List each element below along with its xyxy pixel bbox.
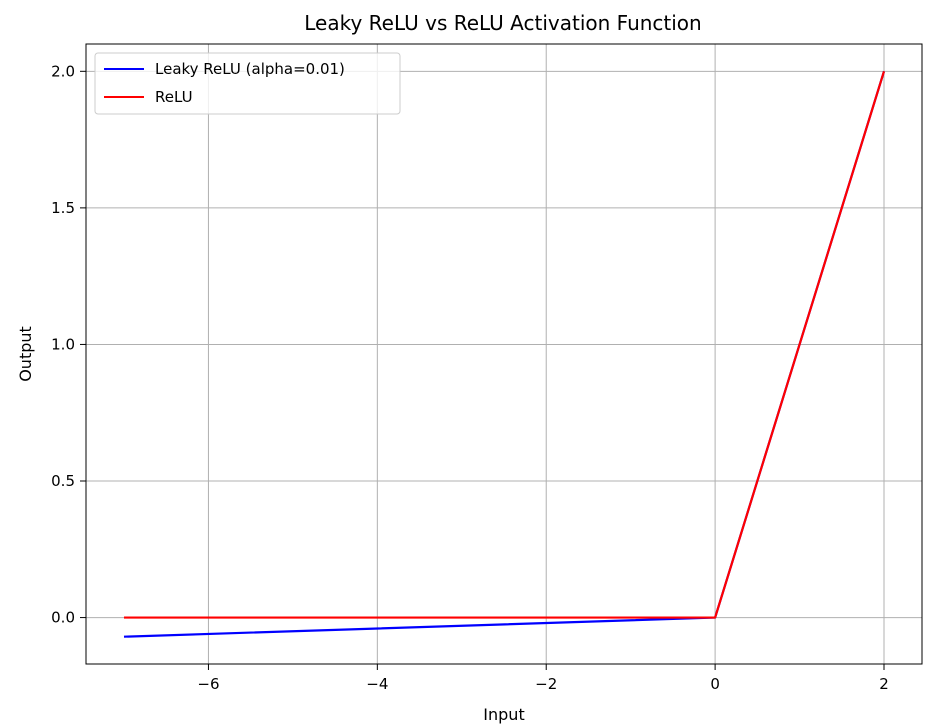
y-tick-label: 0.0: [51, 609, 75, 627]
x-tick-label: 2: [879, 675, 889, 693]
x-axis-label: Input: [483, 705, 524, 724]
x-axis-ticks: −6 −4 −2 0 2: [197, 664, 889, 693]
y-tick-label: 2.0: [51, 62, 75, 80]
x-tick-label: −2: [535, 675, 557, 693]
x-tick-label: 0: [710, 675, 720, 693]
y-axis-label: Output: [16, 326, 35, 382]
y-tick-label: 1.5: [51, 199, 75, 217]
chart-title: Leaky ReLU vs ReLU Activation Function: [304, 11, 701, 35]
series-lines: [123, 70, 886, 638]
series-line-leaky-relu: [123, 70, 886, 638]
x-tick-label: −6: [197, 675, 219, 693]
legend-label-relu: ReLU: [155, 88, 193, 106]
legend-label-leaky-relu: Leaky ReLU (alpha=0.01): [155, 60, 345, 78]
series-line-relu: [124, 70, 886, 619]
y-tick-label: 0.5: [51, 472, 75, 490]
y-axis-ticks: 0.0 0.5 1.0 1.5 2.0: [51, 62, 86, 627]
legend-box: [94, 52, 401, 115]
plot-area-frame: [85, 43, 923, 665]
legend: Leaky ReLU (alpha=0.01) ReLU: [94, 52, 401, 115]
x-tick-label: −4: [366, 675, 388, 693]
y-tick-label: 1.0: [51, 335, 75, 353]
